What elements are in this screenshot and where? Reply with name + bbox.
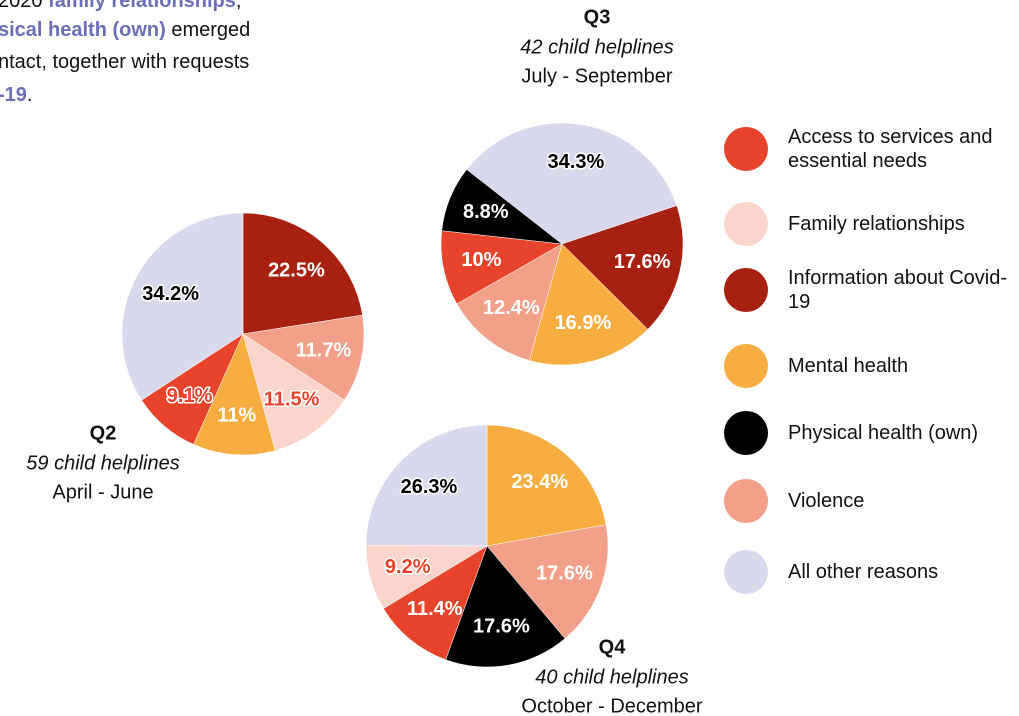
legend-label: Information about Covid-19 xyxy=(788,267,1008,313)
slice-label: 8.8% xyxy=(463,201,509,223)
pie-slice xyxy=(528,243,649,366)
pie-slice xyxy=(456,243,563,361)
legend-label: All other reasons xyxy=(788,561,939,583)
pie-period: July - September xyxy=(521,65,673,87)
pie-slice xyxy=(561,205,684,330)
legend-item: Violence xyxy=(724,479,1018,523)
legend-swatch xyxy=(724,268,768,312)
slice-label: 34.2% xyxy=(142,283,199,305)
pie-period: April - June xyxy=(52,481,153,503)
legend-label: Physical health (own) xyxy=(788,422,979,444)
intro-text: ntact, together with requests xyxy=(0,51,249,73)
pie-slice xyxy=(486,424,607,547)
pie-slice xyxy=(383,545,488,661)
intro-text: . xyxy=(27,84,33,106)
pie-title: Q2 xyxy=(90,422,117,444)
pie-slice xyxy=(445,545,566,668)
pie-slice xyxy=(121,212,244,401)
pie-period: October - December xyxy=(521,695,703,716)
legend-swatch xyxy=(724,127,768,171)
slice-label: 17.6% xyxy=(614,251,671,273)
pie-slice xyxy=(466,122,678,245)
pie-subtitle: 42 child helplines xyxy=(520,36,673,58)
legend-swatch xyxy=(724,479,768,523)
legend-label: Violence xyxy=(788,490,865,512)
pie-slice xyxy=(242,314,365,401)
intro-text: 2020 xyxy=(0,0,48,12)
pie-slice xyxy=(440,230,563,305)
pie-slice xyxy=(242,212,363,335)
legend-swatch xyxy=(724,550,768,594)
legend-item: Family relationships xyxy=(724,202,1018,246)
slice-label: 26.3% xyxy=(401,476,458,498)
pie-subtitle: 59 child helplines xyxy=(26,452,179,474)
legend-swatch xyxy=(724,411,768,455)
intro-text: family relationships xyxy=(48,0,236,12)
intro-text: sical health (own) xyxy=(0,19,166,41)
pie-title: Q3 xyxy=(584,6,611,28)
legend-swatch xyxy=(724,202,768,246)
slice-label: 23.4% xyxy=(511,471,568,493)
pie-slice xyxy=(486,524,609,639)
slice-label: 12.4% xyxy=(483,297,540,319)
legend-item: Access to services and essential needs xyxy=(724,126,1018,172)
slice-label: 16.9% xyxy=(555,312,612,334)
slice-label: 9.2% xyxy=(385,556,431,578)
legend-item: Mental health xyxy=(724,344,1018,388)
intro-text: -19 xyxy=(0,84,27,106)
pie-slice xyxy=(441,169,563,245)
legend-item: Information about Covid-19 xyxy=(724,267,1018,313)
slice-label: 10% xyxy=(461,249,501,271)
legend-label: Family relationships xyxy=(788,213,965,235)
slice-label: 11.5% xyxy=(264,389,320,411)
slice-label: 11.7% xyxy=(296,339,352,361)
intro-line: -19. xyxy=(0,84,32,106)
pie-slice xyxy=(242,333,345,451)
slice-label: 11% xyxy=(217,404,256,426)
pie-slice xyxy=(365,424,488,547)
slice-label: 34.3% xyxy=(548,151,605,173)
pie-slice xyxy=(193,333,276,456)
legend-label: Access to services and essential needs xyxy=(788,126,993,172)
intro-line: ntact, together with requests xyxy=(0,51,249,73)
pie-title: Q4 xyxy=(599,636,627,658)
slice-label: 17.6% xyxy=(473,615,530,637)
pie-subtitle: 40 child helplines xyxy=(535,666,688,688)
intro-text: , xyxy=(236,0,242,12)
legend-item: Physical health (own) xyxy=(724,411,1018,455)
legend-swatch xyxy=(724,344,768,388)
intro-line: 2020 family relationships, xyxy=(0,0,241,12)
intro-line: sical health (own) emerged xyxy=(0,19,250,41)
slice-label: 9.1% xyxy=(167,385,213,407)
slice-label: 17.6% xyxy=(536,562,593,584)
legend-label: Mental health xyxy=(788,355,909,377)
slice-label: 11.4% xyxy=(407,598,463,620)
slice-label: 22.5% xyxy=(268,260,325,282)
legend-item: All other reasons xyxy=(724,550,1018,594)
intro-text: emerged xyxy=(166,19,251,41)
